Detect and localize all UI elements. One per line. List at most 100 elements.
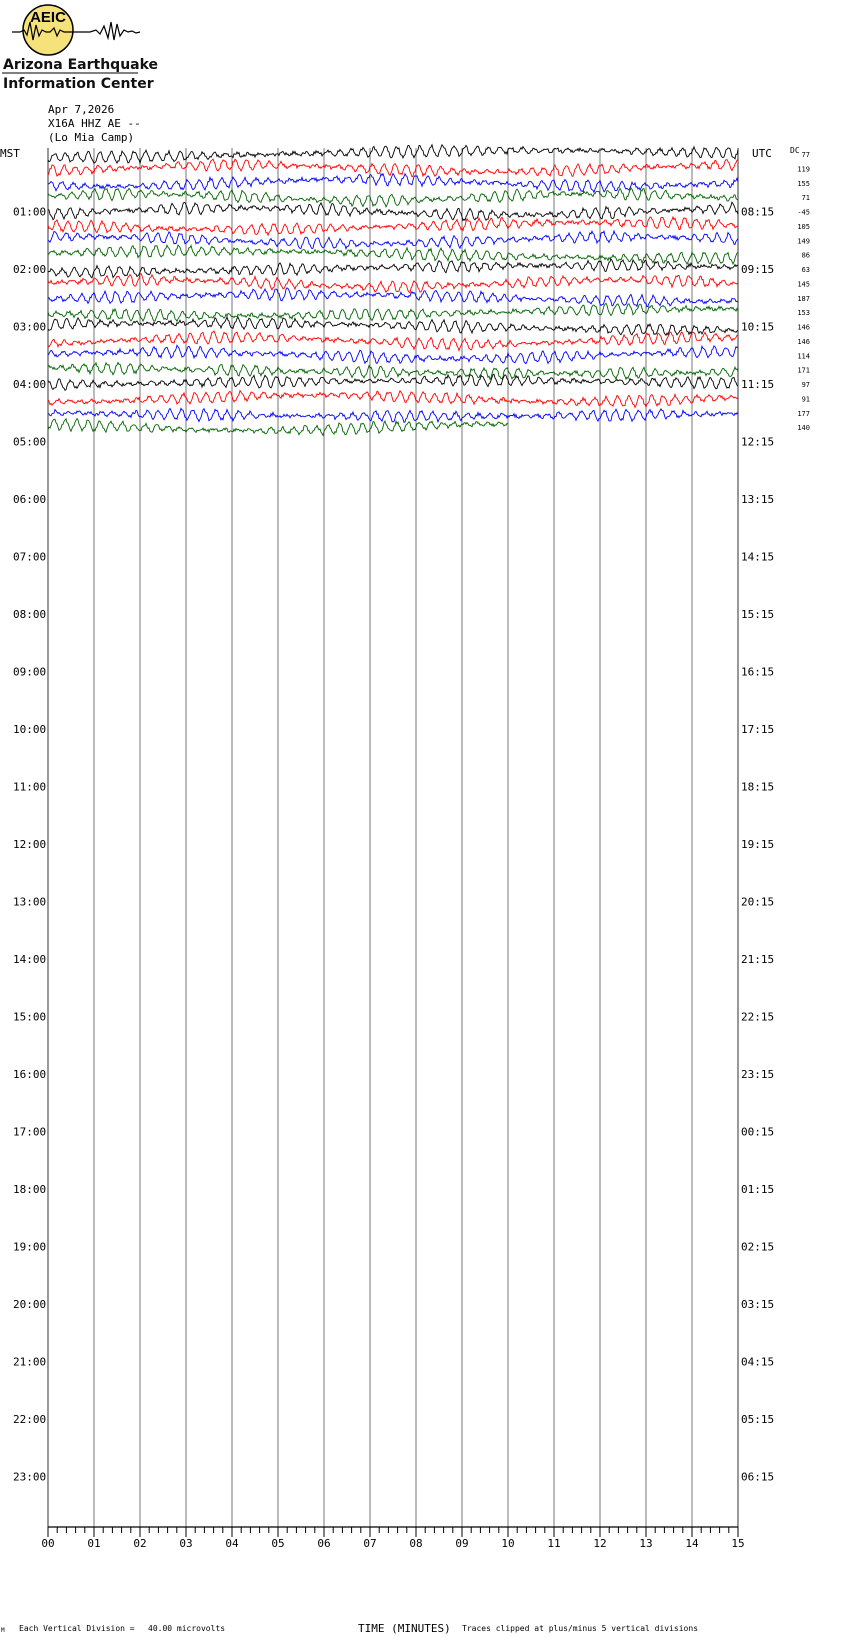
right-hour-label: 14:15 <box>741 551 774 564</box>
right-hour-label: 01:15 <box>741 1183 774 1196</box>
left-hour-label: 02:00 <box>13 263 46 276</box>
station-code: X16A HHZ AE -- <box>48 117 141 130</box>
seismic-trace <box>47 330 739 353</box>
seismic-traces <box>47 143 739 437</box>
station-location: (Lo Mia Camp) <box>48 131 135 144</box>
left-hour-label: 09:00 <box>13 666 46 679</box>
right-axis-label: UTC <box>752 147 772 160</box>
org-name-line2: Information Center <box>3 76 154 92</box>
x-tick-label: 09 <box>455 1537 468 1550</box>
dc-offset-label: 91 <box>802 395 810 403</box>
right-hour-label: 13:15 <box>741 493 774 506</box>
dc-offset-label: 146 <box>797 324 810 332</box>
x-tick-label: 11 <box>547 1537 560 1550</box>
x-tick-label: 01 <box>87 1537 100 1550</box>
left-hour-label: 01:00 <box>13 206 46 219</box>
right-hour-label: 15:15 <box>741 608 774 621</box>
vertical-division-label: Each Vertical Division = <box>19 1624 135 1633</box>
right-hour-label: 16:15 <box>741 666 774 679</box>
left-hour-label: 05:00 <box>13 436 46 449</box>
seismic-trace <box>47 201 739 222</box>
dc-offset-label: 86 <box>802 252 810 260</box>
left-hour-label: 17:00 <box>13 1126 46 1139</box>
axis-labels: MST UTC DC 00 01 02 03 04 05 06 07 08 09 10 11 12 13 1… <box>0 146 810 1550</box>
dc-offset-label: 77 <box>802 151 810 159</box>
seismic-trace <box>47 158 739 178</box>
left-hour-label: 18:00 <box>13 1183 46 1196</box>
left-hour-label: 19:00 <box>13 1241 46 1254</box>
seismic-trace <box>47 417 509 437</box>
aeic-logo: AEIC <box>2 4 141 74</box>
dc-offset-label: 187 <box>797 295 810 303</box>
right-hour-label: 05:15 <box>741 1413 774 1426</box>
left-axis-label: MST <box>0 147 20 160</box>
clip-note: Traces clipped at plus/minus 5 vertical … <box>462 1624 698 1633</box>
left-hour-label: 16:00 <box>13 1068 46 1081</box>
x-tick-label: 13 <box>639 1537 652 1550</box>
right-hour-label: 22:15 <box>741 1011 774 1024</box>
seismic-trace <box>47 187 739 209</box>
seismic-trace <box>47 389 739 409</box>
left-hour-label: 20:00 <box>13 1298 46 1311</box>
x-tick-label: 02 <box>133 1537 146 1550</box>
left-hour-label: 06:00 <box>13 493 46 506</box>
dc-offset-label: 155 <box>797 180 810 188</box>
x-tick-label: 15 <box>731 1537 744 1550</box>
footer: M Each Vertical Division = 40.00 microvo… <box>1 1622 698 1635</box>
seismic-trace <box>47 302 739 323</box>
dc-offset-label: 105 <box>797 223 810 231</box>
dc-offset-label: 149 <box>797 237 810 245</box>
microvolts-label: 40.00 microvolts <box>148 1624 225 1633</box>
seismic-trace <box>47 258 739 279</box>
left-hour-label: 11:00 <box>13 781 46 794</box>
logo-text: AEIC <box>30 9 66 26</box>
x-tick-label: 14 <box>685 1537 699 1550</box>
x-tick-label: 00 <box>41 1537 54 1550</box>
dc-offset-label: 119 <box>797 165 810 173</box>
dc-label: DC <box>790 146 800 155</box>
logo-seismogram-icon <box>12 21 141 41</box>
right-hour-label: 00:15 <box>741 1126 774 1139</box>
seismic-trace <box>47 287 739 308</box>
dc-offset-label: 63 <box>802 266 810 274</box>
right-hour-label: 09:15 <box>741 263 774 276</box>
right-hour-label: 06:15 <box>741 1471 774 1484</box>
left-hour-label: 14:00 <box>13 953 46 966</box>
dc-offset-label: 97 <box>802 381 810 389</box>
x-tick-label: 03 <box>179 1537 192 1550</box>
x-tick-label: 07 <box>363 1537 376 1550</box>
record-date: Apr 7,2026 <box>48 103 115 116</box>
dc-offset-label: 140 <box>797 424 810 432</box>
left-hour-label: 22:00 <box>13 1413 46 1426</box>
org-name-line1: Arizona Earthquake <box>3 57 159 73</box>
left-hour-label: 04:00 <box>13 378 46 391</box>
right-hour-label: 21:15 <box>741 953 774 966</box>
right-hour-label: 18:15 <box>741 781 774 794</box>
seismic-trace <box>47 273 739 294</box>
seismic-trace <box>47 143 739 165</box>
x-tick-label: 06 <box>317 1537 330 1550</box>
dc-offset-label: 114 <box>797 352 810 360</box>
dc-offset-label: 177 <box>797 410 810 418</box>
left-hour-label: 15:00 <box>13 1011 46 1024</box>
right-hour-label: 12:15 <box>741 436 774 449</box>
left-hour-label: 08:00 <box>13 608 46 621</box>
right-hour-label: 08:15 <box>741 206 774 219</box>
left-hour-label: 13:00 <box>13 896 46 909</box>
x-tick-label: 05 <box>271 1537 284 1550</box>
dc-offset-label: 171 <box>797 367 810 375</box>
x-tick-label: 12 <box>593 1537 606 1550</box>
right-hour-label: 19:15 <box>741 838 774 851</box>
seismic-trace <box>47 243 739 266</box>
x-tick-label: 04 <box>225 1537 239 1550</box>
seismic-trace <box>47 315 739 337</box>
seismic-trace <box>47 407 739 424</box>
left-hour-label: 03:00 <box>13 321 46 334</box>
x-axis-title: TIME (MINUTES) <box>358 1622 451 1635</box>
seismic-trace <box>47 344 739 365</box>
corner-mark: M <box>1 1627 5 1634</box>
seismic-trace <box>47 361 739 381</box>
dc-offset-label: 153 <box>797 309 810 317</box>
x-tick-label: 08 <box>409 1537 422 1550</box>
